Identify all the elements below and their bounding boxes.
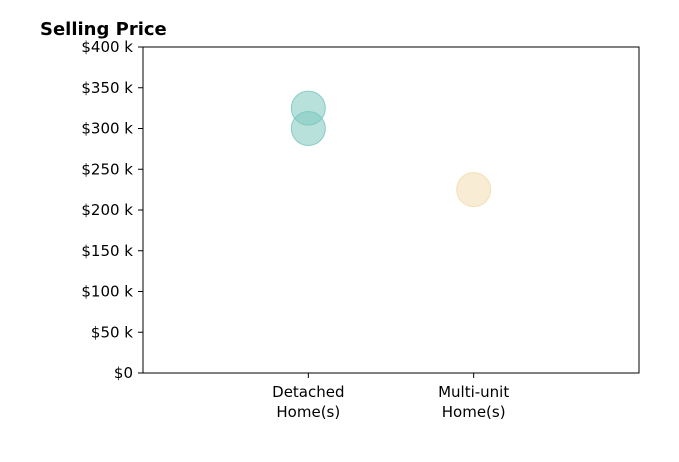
data-points xyxy=(290,90,492,208)
plot-area xyxy=(142,46,640,374)
data-point xyxy=(456,172,492,208)
y-axis: $0 $50 k $100 k $150 k $200 k $250 k $300 k $35… xyxy=(81,38,143,382)
y-tick-label: $300 k xyxy=(81,120,133,138)
x-axis: Detached Home(s) Multi-unit Home(s) xyxy=(272,373,509,421)
data-point xyxy=(290,111,326,146)
y-tick-label: $400 k xyxy=(81,38,133,56)
y-tick-label: $350 k xyxy=(81,79,133,97)
y-tick-label: $200 k xyxy=(81,201,133,219)
y-tick-label: $250 k xyxy=(81,160,133,178)
y-tick-label: $0 xyxy=(114,364,133,382)
y-tick-label: $100 k xyxy=(81,283,133,301)
y-tick-label: $150 k xyxy=(81,242,133,260)
x-tick-label: Multi-unit Home(s) xyxy=(438,383,509,421)
chart-title: Selling Price xyxy=(40,19,167,40)
y-tick-label: $50 k xyxy=(91,323,133,341)
x-tick-label: Detached Home(s) xyxy=(272,383,344,421)
